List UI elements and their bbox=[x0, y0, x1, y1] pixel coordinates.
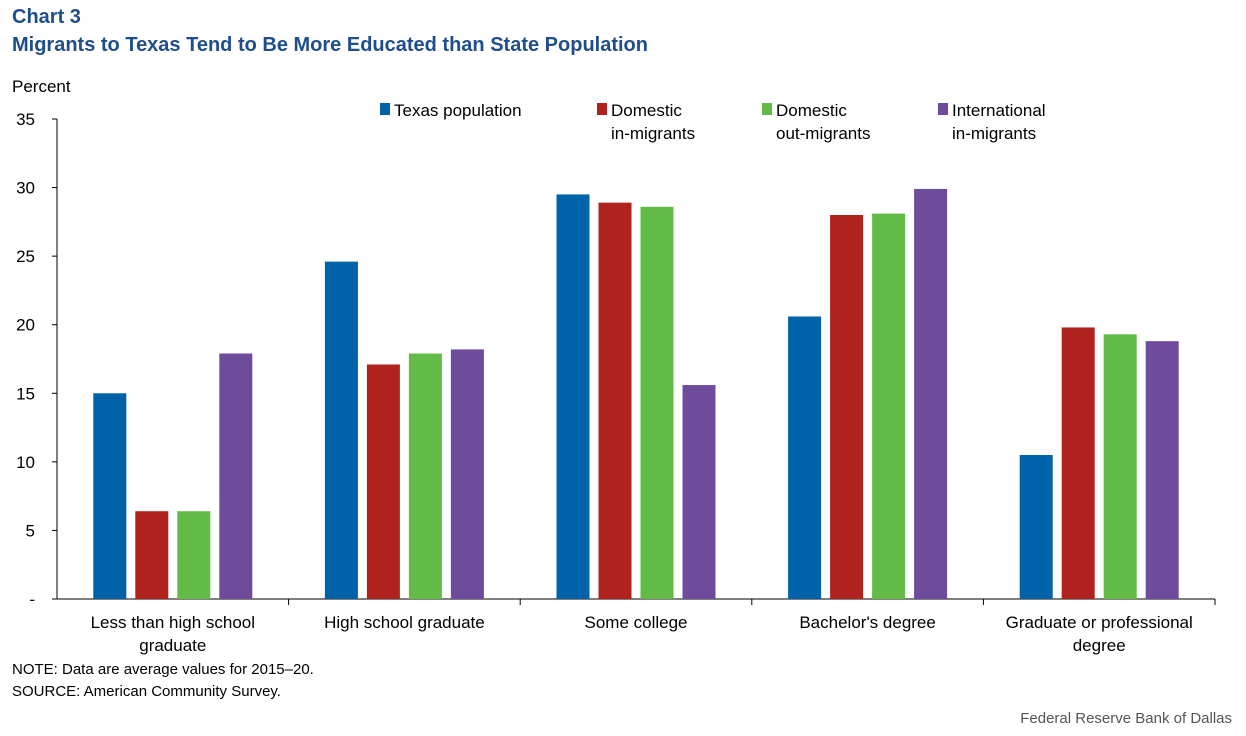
bar bbox=[682, 385, 716, 599]
bar bbox=[556, 194, 590, 599]
bar bbox=[914, 188, 948, 599]
source: SOURCE: American Community Survey. bbox=[12, 683, 281, 700]
x-tick-label: degree bbox=[1073, 636, 1126, 655]
bar bbox=[1019, 455, 1053, 599]
y-tick-label: 5 bbox=[26, 521, 35, 540]
y-tick-label: - bbox=[29, 590, 35, 609]
y-axis-label: Percent bbox=[12, 77, 71, 96]
legend-label: Domestic bbox=[776, 101, 847, 120]
bar bbox=[324, 261, 358, 599]
legend-label: in-migrants bbox=[611, 124, 695, 143]
x-tick-label: Bachelor's degree bbox=[799, 613, 936, 632]
chart-title: Chart 3 bbox=[12, 6, 81, 28]
y-tick-label: 25 bbox=[16, 247, 35, 266]
legend-swatch bbox=[597, 103, 607, 115]
y-tick-label: 10 bbox=[16, 453, 35, 472]
bar bbox=[93, 393, 127, 599]
bar bbox=[450, 349, 484, 599]
y-tick-label: 30 bbox=[16, 179, 35, 198]
bar bbox=[872, 213, 906, 599]
bar bbox=[1061, 327, 1095, 599]
bar bbox=[408, 353, 442, 599]
bar bbox=[598, 202, 632, 599]
bar bbox=[640, 206, 674, 599]
y-tick-label: 35 bbox=[16, 110, 35, 129]
bar bbox=[177, 511, 211, 599]
chart-subtitle: Migrants to Texas Tend to Be More Educat… bbox=[12, 34, 648, 56]
legend-label: out-migrants bbox=[776, 124, 870, 143]
bar bbox=[135, 511, 169, 599]
legend-swatch bbox=[762, 103, 772, 115]
bar bbox=[1145, 341, 1179, 599]
bar bbox=[788, 316, 822, 599]
x-tick-label: graduate bbox=[139, 636, 206, 655]
note: NOTE: Data are average values for 2015–2… bbox=[12, 661, 314, 678]
bar bbox=[1103, 334, 1137, 599]
bar bbox=[830, 215, 864, 599]
legend-label: in-migrants bbox=[952, 124, 1036, 143]
bar bbox=[366, 364, 400, 599]
bar bbox=[219, 353, 253, 599]
y-tick-label: 20 bbox=[16, 316, 35, 335]
legend-label: Domestic bbox=[611, 101, 682, 120]
x-tick-label: Some college bbox=[584, 613, 687, 632]
credit: Federal Reserve Bank of Dallas bbox=[1020, 710, 1232, 727]
legend-swatch bbox=[938, 103, 948, 115]
y-tick-label: 15 bbox=[16, 384, 35, 403]
x-tick-label: High school graduate bbox=[324, 613, 485, 632]
legend-label: Texas population bbox=[394, 101, 522, 120]
legend-swatch bbox=[380, 103, 390, 115]
legend-label: International bbox=[952, 101, 1046, 120]
x-tick-label: Graduate or professional bbox=[1006, 613, 1193, 632]
x-tick-label: Less than high school bbox=[91, 613, 255, 632]
